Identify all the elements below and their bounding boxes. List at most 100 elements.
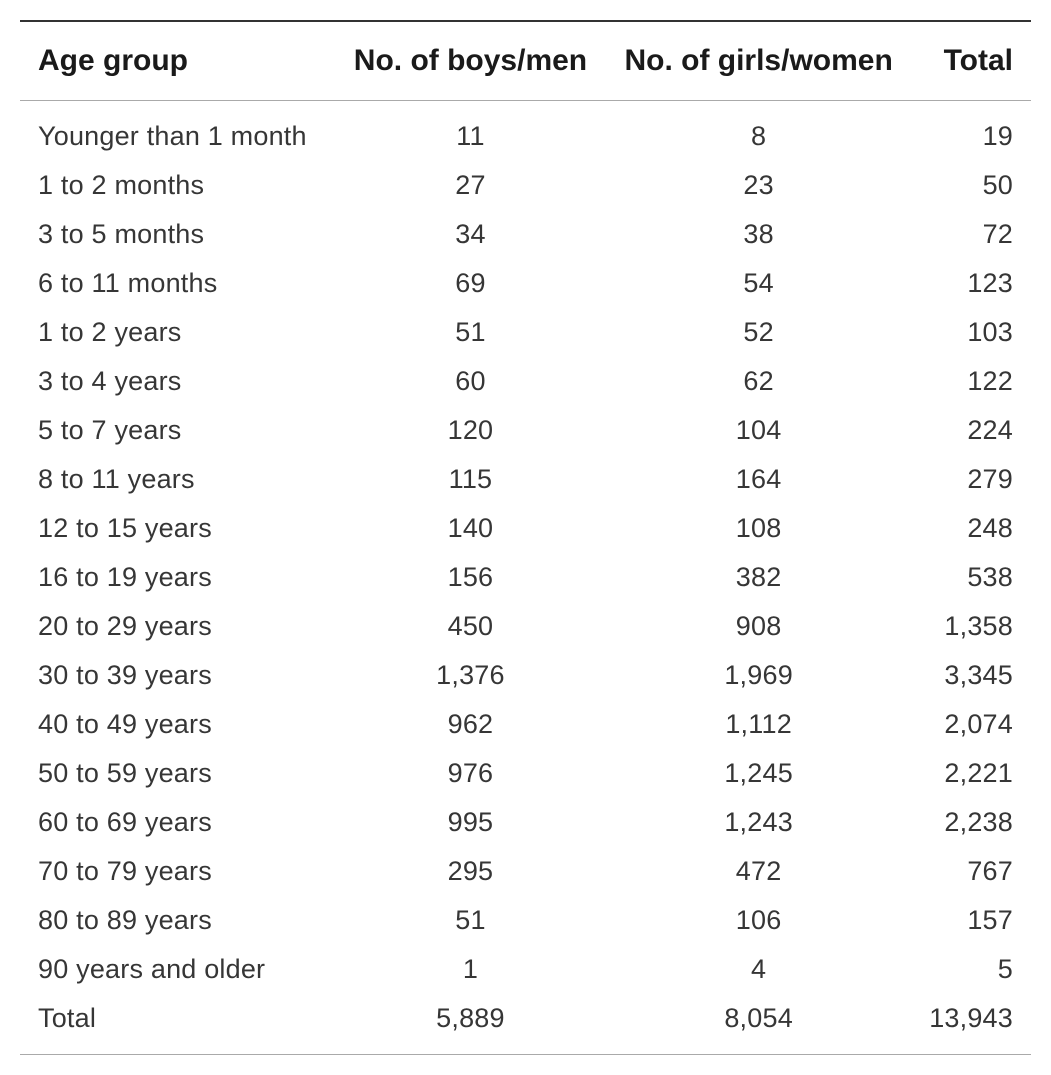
table-row: Younger than 1 month11819 [20, 101, 1031, 162]
header-boys: No. of boys/men [336, 21, 606, 101]
table-row: 3 to 4 years6062122 [20, 357, 1031, 406]
cell-boys: 60 [336, 357, 606, 406]
cell-boys: 140 [336, 504, 606, 553]
cell-girls: 108 [605, 504, 912, 553]
table-row: 50 to 59 years9761,2452,221 [20, 749, 1031, 798]
table-row: 5 to 7 years120104224 [20, 406, 1031, 455]
cell-boys: 27 [336, 161, 606, 210]
cell-boys: 156 [336, 553, 606, 602]
cell-total: 248 [912, 504, 1031, 553]
cell-boys: 1 [336, 945, 606, 994]
cell-total: 279 [912, 455, 1031, 504]
cell-age-group: 50 to 59 years [20, 749, 336, 798]
cell-age-group: 5 to 7 years [20, 406, 336, 455]
table-row: 90 years and older145 [20, 945, 1031, 994]
cell-girls: 62 [605, 357, 912, 406]
cell-boys: 5,889 [336, 994, 606, 1055]
table-row: 1 to 2 years5152103 [20, 308, 1031, 357]
cell-girls: 1,112 [605, 700, 912, 749]
cell-age-group: Total [20, 994, 336, 1055]
cell-total: 1,358 [912, 602, 1031, 651]
cell-total: 2,221 [912, 749, 1031, 798]
cell-girls: 908 [605, 602, 912, 651]
cell-age-group: Younger than 1 month [20, 101, 336, 162]
cell-total: 103 [912, 308, 1031, 357]
cell-total: 5 [912, 945, 1031, 994]
table-row: 16 to 19 years156382538 [20, 553, 1031, 602]
cell-total: 767 [912, 847, 1031, 896]
cell-boys: 995 [336, 798, 606, 847]
table-row: 60 to 69 years9951,2432,238 [20, 798, 1031, 847]
cell-girls: 8 [605, 101, 912, 162]
cell-boys: 295 [336, 847, 606, 896]
cell-girls: 4 [605, 945, 912, 994]
cell-boys: 51 [336, 308, 606, 357]
cell-total: 2,074 [912, 700, 1031, 749]
cell-girls: 472 [605, 847, 912, 896]
cell-girls: 23 [605, 161, 912, 210]
cell-total: 19 [912, 101, 1031, 162]
cell-age-group: 16 to 19 years [20, 553, 336, 602]
cell-age-group: 30 to 39 years [20, 651, 336, 700]
cell-girls: 38 [605, 210, 912, 259]
cell-girls: 164 [605, 455, 912, 504]
cell-age-group: 1 to 2 months [20, 161, 336, 210]
table-header-row: Age group No. of boys/men No. of girls/w… [20, 21, 1031, 101]
header-total: Total [912, 21, 1031, 101]
table-row: 3 to 5 months343872 [20, 210, 1031, 259]
cell-girls: 1,969 [605, 651, 912, 700]
age-distribution-table: Age group No. of boys/men No. of girls/w… [20, 20, 1031, 1055]
cell-girls: 104 [605, 406, 912, 455]
cell-girls: 106 [605, 896, 912, 945]
cell-boys: 115 [336, 455, 606, 504]
cell-age-group: 6 to 11 months [20, 259, 336, 308]
cell-age-group: 20 to 29 years [20, 602, 336, 651]
cell-boys: 34 [336, 210, 606, 259]
cell-age-group: 80 to 89 years [20, 896, 336, 945]
cell-total: 224 [912, 406, 1031, 455]
cell-age-group: 3 to 4 years [20, 357, 336, 406]
table-row: 8 to 11 years115164279 [20, 455, 1031, 504]
cell-total: 123 [912, 259, 1031, 308]
cell-total: 3,345 [912, 651, 1031, 700]
cell-boys: 1,376 [336, 651, 606, 700]
cell-boys: 51 [336, 896, 606, 945]
cell-total: 13,943 [912, 994, 1031, 1055]
cell-girls: 1,245 [605, 749, 912, 798]
table-row: 40 to 49 years9621,1122,074 [20, 700, 1031, 749]
cell-boys: 11 [336, 101, 606, 162]
cell-age-group: 3 to 5 months [20, 210, 336, 259]
cell-age-group: 12 to 15 years [20, 504, 336, 553]
table-body: Younger than 1 month118191 to 2 months27… [20, 101, 1031, 1055]
table-row: 6 to 11 months6954123 [20, 259, 1031, 308]
table-row: 80 to 89 years51106157 [20, 896, 1031, 945]
cell-age-group: 40 to 49 years [20, 700, 336, 749]
cell-girls: 1,243 [605, 798, 912, 847]
cell-age-group: 8 to 11 years [20, 455, 336, 504]
cell-girls: 382 [605, 553, 912, 602]
cell-age-group: 90 years and older [20, 945, 336, 994]
cell-girls: 54 [605, 259, 912, 308]
header-girls: No. of girls/women [605, 21, 912, 101]
cell-boys: 962 [336, 700, 606, 749]
cell-total: 538 [912, 553, 1031, 602]
table-row: 70 to 79 years295472767 [20, 847, 1031, 896]
cell-total: 157 [912, 896, 1031, 945]
cell-total: 72 [912, 210, 1031, 259]
cell-total: 2,238 [912, 798, 1031, 847]
table-row: 20 to 29 years4509081,358 [20, 602, 1031, 651]
cell-girls: 8,054 [605, 994, 912, 1055]
table-row: Total5,8898,05413,943 [20, 994, 1031, 1055]
cell-boys: 69 [336, 259, 606, 308]
table-row: 1 to 2 months272350 [20, 161, 1031, 210]
cell-boys: 450 [336, 602, 606, 651]
cell-girls: 52 [605, 308, 912, 357]
cell-total: 50 [912, 161, 1031, 210]
cell-age-group: 1 to 2 years [20, 308, 336, 357]
cell-total: 122 [912, 357, 1031, 406]
cell-age-group: 60 to 69 years [20, 798, 336, 847]
header-age-group: Age group [20, 21, 336, 101]
cell-boys: 976 [336, 749, 606, 798]
cell-boys: 120 [336, 406, 606, 455]
table-row: 12 to 15 years140108248 [20, 504, 1031, 553]
